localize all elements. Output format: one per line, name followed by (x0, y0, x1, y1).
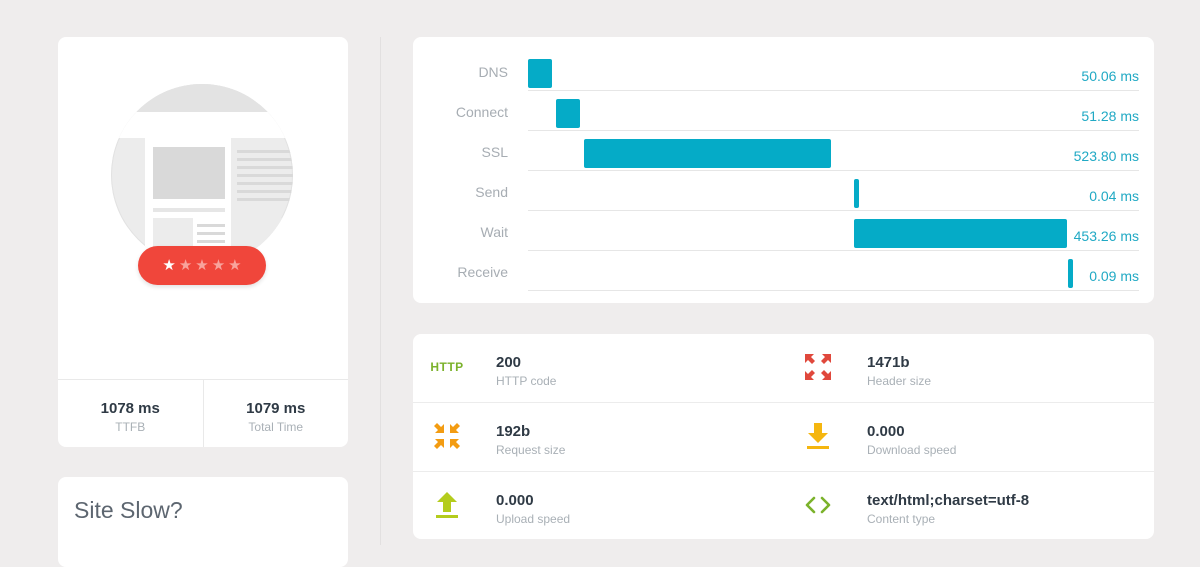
expand-arrows-icon (429, 421, 465, 451)
response-info-card: HTTP 200 HTTP code 1471b Header size (413, 334, 1154, 539)
timing-value: 453.26 ms (1073, 228, 1139, 244)
rating-star-icon: ★ (162, 257, 176, 274)
upload-speed-value: 0.000 (496, 492, 534, 509)
http-code-label: HTTP code (496, 374, 557, 388)
rating-star-icon: ★ (178, 257, 193, 274)
site-slow-title: Site Slow? (74, 497, 183, 523)
timing-row-wait: Wait 453.26 ms (413, 211, 1154, 251)
code-brackets-icon (800, 490, 836, 520)
timing-row-divider (528, 170, 1139, 171)
download-icon (800, 421, 836, 451)
timing-label: Connect (455, 104, 508, 120)
content-type-value: text/html;charset=utf-8 (867, 492, 1030, 509)
http-code-cell: HTTP 200 HTTP code (413, 334, 783, 402)
site-thumbnail (111, 84, 293, 266)
download-speed-label: Download speed (867, 443, 957, 457)
timing-bar-ssl (584, 139, 831, 168)
info-row-2: 192b Request size 0.000 Download speed (413, 402, 1154, 471)
rating-star-icon: ★ (195, 257, 209, 274)
download-speed-value: 0.000 (867, 423, 905, 440)
rating-badge: ★ ★ ★ ★ ★ (138, 246, 266, 285)
timing-value: 0.09 ms (1089, 268, 1139, 284)
timing-label: Wait (480, 224, 508, 240)
request-size-cell: 192b Request size (413, 403, 783, 471)
total-time-value: 1079 ms (246, 400, 306, 417)
upload-icon (429, 490, 465, 520)
rating-star-icon: ★ (228, 257, 242, 274)
timing-label: Send (475, 184, 508, 200)
timing-bar-dns (528, 59, 552, 88)
timing-label: SSL (481, 144, 508, 160)
preview-card: ★ ★ ★ ★ ★ 1078 ms TTFB 1079 ms Total Time (58, 37, 348, 447)
timing-row-divider (528, 130, 1139, 131)
timing-row-ssl: SSL 523.80 ms (413, 131, 1154, 171)
info-row-1: HTTP 200 HTTP code 1471b Header size (413, 334, 1154, 402)
timing-bar-wait (854, 219, 1068, 248)
content-type-label: Content type (867, 512, 936, 526)
column-divider (380, 37, 381, 545)
timing-waterfall: DNS 50.06 ms Connect 51.28 ms SSL 523.80 ms Se… (413, 37, 1154, 303)
http-icon: HTTP (430, 360, 464, 374)
ttfb-label: TTFB (115, 420, 146, 434)
info-row-3: 0.000 Upload speed text/html;charset=utf… (413, 471, 1154, 540)
timing-bar-receive (1067, 259, 1073, 288)
timing-value: 51.28 ms (1081, 108, 1139, 124)
timing-row-divider (528, 90, 1139, 91)
http-code-value: 200 (496, 354, 522, 371)
total-time-label: Total Time (248, 420, 304, 434)
timing-value: 50.06 ms (1081, 68, 1139, 84)
site-slow-card[interactable]: Site Slow? (58, 477, 348, 567)
metrics-row: 1078 ms TTFB 1079 ms Total Time (58, 379, 348, 447)
header-size-value: 1471b (867, 354, 910, 371)
ttfb-value: 1078 ms (100, 400, 160, 417)
ttfb-metric: 1078 ms TTFB (58, 380, 203, 447)
request-size-value: 192b (496, 423, 531, 440)
upload-speed-cell: 0.000 Upload speed (413, 472, 783, 540)
total-time-metric: 1079 ms Total Time (202, 380, 349, 447)
timing-label: Receive (457, 264, 508, 280)
header-size-cell: 1471b Header size (784, 334, 1154, 402)
timing-bar-send (854, 179, 860, 208)
upload-speed-label: Upload speed (496, 512, 571, 526)
timing-row-receive: Receive 0.09 ms (413, 251, 1154, 291)
download-speed-cell: 0.000 Download speed (784, 403, 1154, 471)
header-size-label: Header size (867, 374, 932, 388)
content-type-cell: text/html;charset=utf-8 Content type (784, 472, 1154, 540)
timing-row-divider (528, 290, 1139, 291)
timing-value: 0.04 ms (1089, 188, 1139, 204)
timing-row-send: Send 0.04 ms (413, 171, 1154, 211)
rating-star-icon: ★ (211, 257, 226, 274)
timing-row-divider (528, 210, 1139, 211)
timing-row-connect: Connect 51.28 ms (413, 91, 1154, 131)
timing-row-dns: DNS 50.06 ms (413, 51, 1154, 91)
timing-label: DNS (478, 64, 508, 80)
timing-row-divider (528, 250, 1139, 251)
expand-arrows-icon (800, 352, 836, 382)
request-size-label: Request size (496, 443, 566, 457)
timing-bar-connect (556, 99, 581, 128)
timing-value: 523.80 ms (1073, 148, 1139, 164)
